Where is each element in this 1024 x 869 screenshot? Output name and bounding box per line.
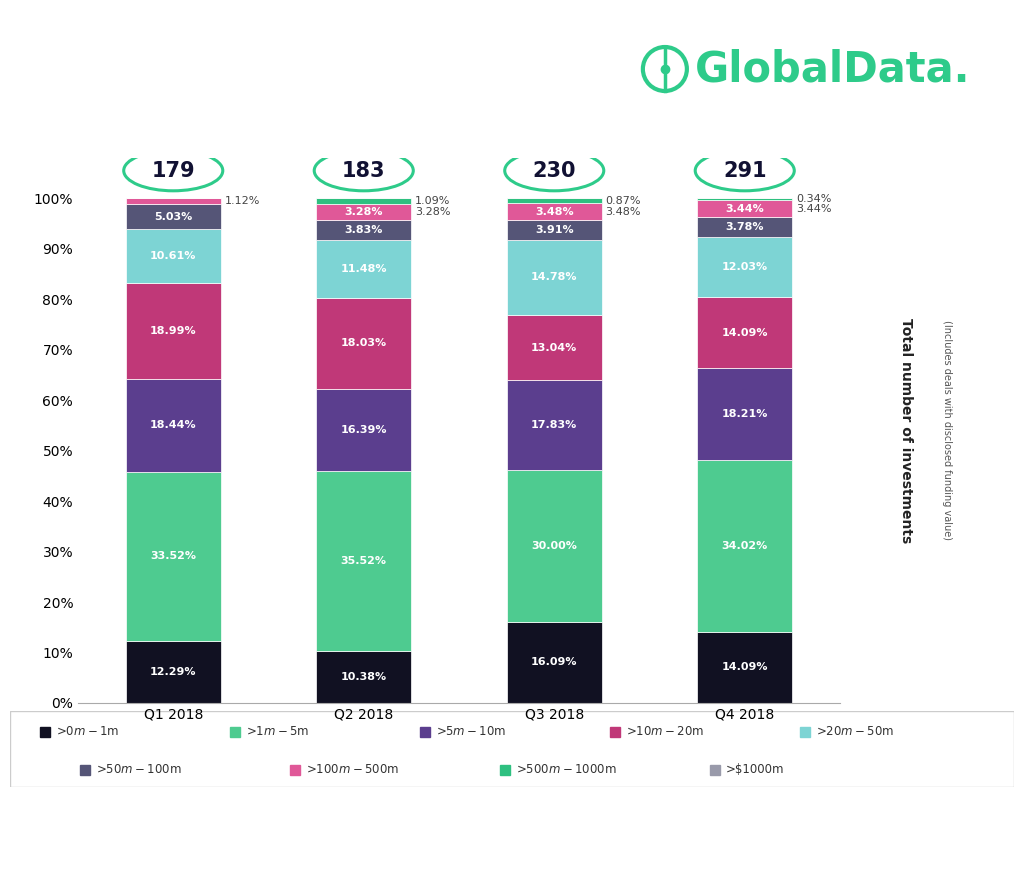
Text: >$1m-$5m: >$1m-$5m xyxy=(246,725,308,738)
Bar xyxy=(710,766,720,775)
Text: >$1000m: >$1000m xyxy=(726,763,784,776)
Bar xyxy=(316,240,412,298)
Text: GlobalData.: GlobalData. xyxy=(695,48,971,90)
Bar xyxy=(126,283,221,379)
Bar xyxy=(230,727,240,737)
Text: Analysis: AI Technologies: Analysis: AI Technologies xyxy=(18,62,393,88)
Text: 3.91%: 3.91% xyxy=(535,225,573,235)
Text: 11.48%: 11.48% xyxy=(341,263,387,274)
Text: 14.09%: 14.09% xyxy=(722,662,768,673)
Text: 12.29%: 12.29% xyxy=(150,667,197,677)
Bar xyxy=(126,641,221,703)
Bar xyxy=(697,368,793,461)
Text: 10.61%: 10.61% xyxy=(151,251,197,262)
Bar xyxy=(697,236,793,297)
Bar xyxy=(697,198,793,200)
Text: Source: GlobalData Financial Deals Database: Source: GlobalData Financial Deals Datab… xyxy=(18,817,618,841)
Bar xyxy=(697,200,793,217)
Bar xyxy=(290,766,300,775)
Text: 3.28%: 3.28% xyxy=(344,207,383,217)
Text: >$500m-$1000m: >$500m-$1000m xyxy=(516,763,616,776)
Text: 14.09%: 14.09% xyxy=(722,328,768,338)
Text: 3.44%: 3.44% xyxy=(797,203,831,214)
Text: 13.04%: 13.04% xyxy=(531,342,578,353)
Bar xyxy=(126,204,221,229)
Text: 291: 291 xyxy=(723,161,767,181)
Text: 3.78%: 3.78% xyxy=(725,222,764,232)
Bar xyxy=(126,472,221,641)
Text: >$50m-$100m: >$50m-$100m xyxy=(96,763,181,776)
Text: 230: 230 xyxy=(532,161,575,181)
Text: 18.99%: 18.99% xyxy=(150,326,197,335)
Text: 183: 183 xyxy=(342,161,385,181)
Bar xyxy=(316,204,412,221)
Text: 18.21%: 18.21% xyxy=(722,409,768,419)
Text: >$20m-$50m: >$20m-$50m xyxy=(816,725,894,738)
Bar xyxy=(126,379,221,472)
Text: 1.09%: 1.09% xyxy=(415,196,451,206)
Bar xyxy=(610,727,620,737)
Text: 3.48%: 3.48% xyxy=(605,207,641,216)
Text: 18.44%: 18.44% xyxy=(150,421,197,430)
Text: (Includes deals with disclosed funding value): (Includes deals with disclosed funding v… xyxy=(942,321,952,541)
Text: 1.12%: 1.12% xyxy=(224,196,260,206)
Text: 12.03%: 12.03% xyxy=(722,262,768,272)
Text: 14.78%: 14.78% xyxy=(531,272,578,282)
Bar xyxy=(316,198,412,204)
Bar xyxy=(80,766,90,775)
Text: >$0m-$1m: >$0m-$1m xyxy=(56,725,119,738)
Bar xyxy=(40,727,50,737)
Text: 34.02%: 34.02% xyxy=(722,541,768,551)
Bar xyxy=(316,221,412,240)
Text: Total number of investments: Total number of investments xyxy=(899,318,913,543)
Bar xyxy=(507,315,602,381)
Text: 3.48%: 3.48% xyxy=(535,207,573,216)
Bar xyxy=(507,381,602,470)
Bar xyxy=(316,298,412,388)
Text: 30.00%: 30.00% xyxy=(531,541,578,551)
Text: 179: 179 xyxy=(152,161,195,181)
Bar xyxy=(697,461,793,632)
Text: 16.39%: 16.39% xyxy=(341,425,387,435)
Bar xyxy=(316,651,412,703)
Bar xyxy=(697,297,793,368)
Text: Global VC Investment Size: Global VC Investment Size xyxy=(18,22,410,48)
Bar xyxy=(500,766,510,775)
Text: 33.52%: 33.52% xyxy=(151,552,197,561)
Text: >$100m-$500m: >$100m-$500m xyxy=(306,763,399,776)
Bar xyxy=(507,470,602,622)
Text: 17.83%: 17.83% xyxy=(531,421,578,430)
Bar xyxy=(316,471,412,651)
Bar xyxy=(316,388,412,471)
Text: 18.03%: 18.03% xyxy=(341,338,387,348)
Text: (Q1-Q4 2018): (Q1-Q4 2018) xyxy=(18,102,217,128)
Text: 10.38%: 10.38% xyxy=(341,672,387,682)
Bar xyxy=(507,198,602,202)
Text: >$10m-$20m: >$10m-$20m xyxy=(626,725,705,738)
Text: 16.09%: 16.09% xyxy=(531,658,578,667)
Text: 3.83%: 3.83% xyxy=(344,225,383,235)
Text: 0.87%: 0.87% xyxy=(605,196,641,206)
Text: 0.34%: 0.34% xyxy=(797,195,831,204)
Text: >$5m-$10m: >$5m-$10m xyxy=(436,725,506,738)
Bar xyxy=(507,240,602,315)
Bar xyxy=(126,198,221,204)
Text: 3.44%: 3.44% xyxy=(725,203,764,214)
Text: 5.03%: 5.03% xyxy=(155,212,193,222)
Bar xyxy=(697,632,793,703)
Bar xyxy=(507,221,602,240)
Bar xyxy=(420,727,430,737)
Bar xyxy=(800,727,810,737)
Bar xyxy=(126,229,221,283)
Text: 3.28%: 3.28% xyxy=(415,207,451,217)
Text: 35.52%: 35.52% xyxy=(341,556,387,566)
Bar xyxy=(697,217,793,236)
Bar xyxy=(507,622,602,703)
Bar xyxy=(507,202,602,221)
